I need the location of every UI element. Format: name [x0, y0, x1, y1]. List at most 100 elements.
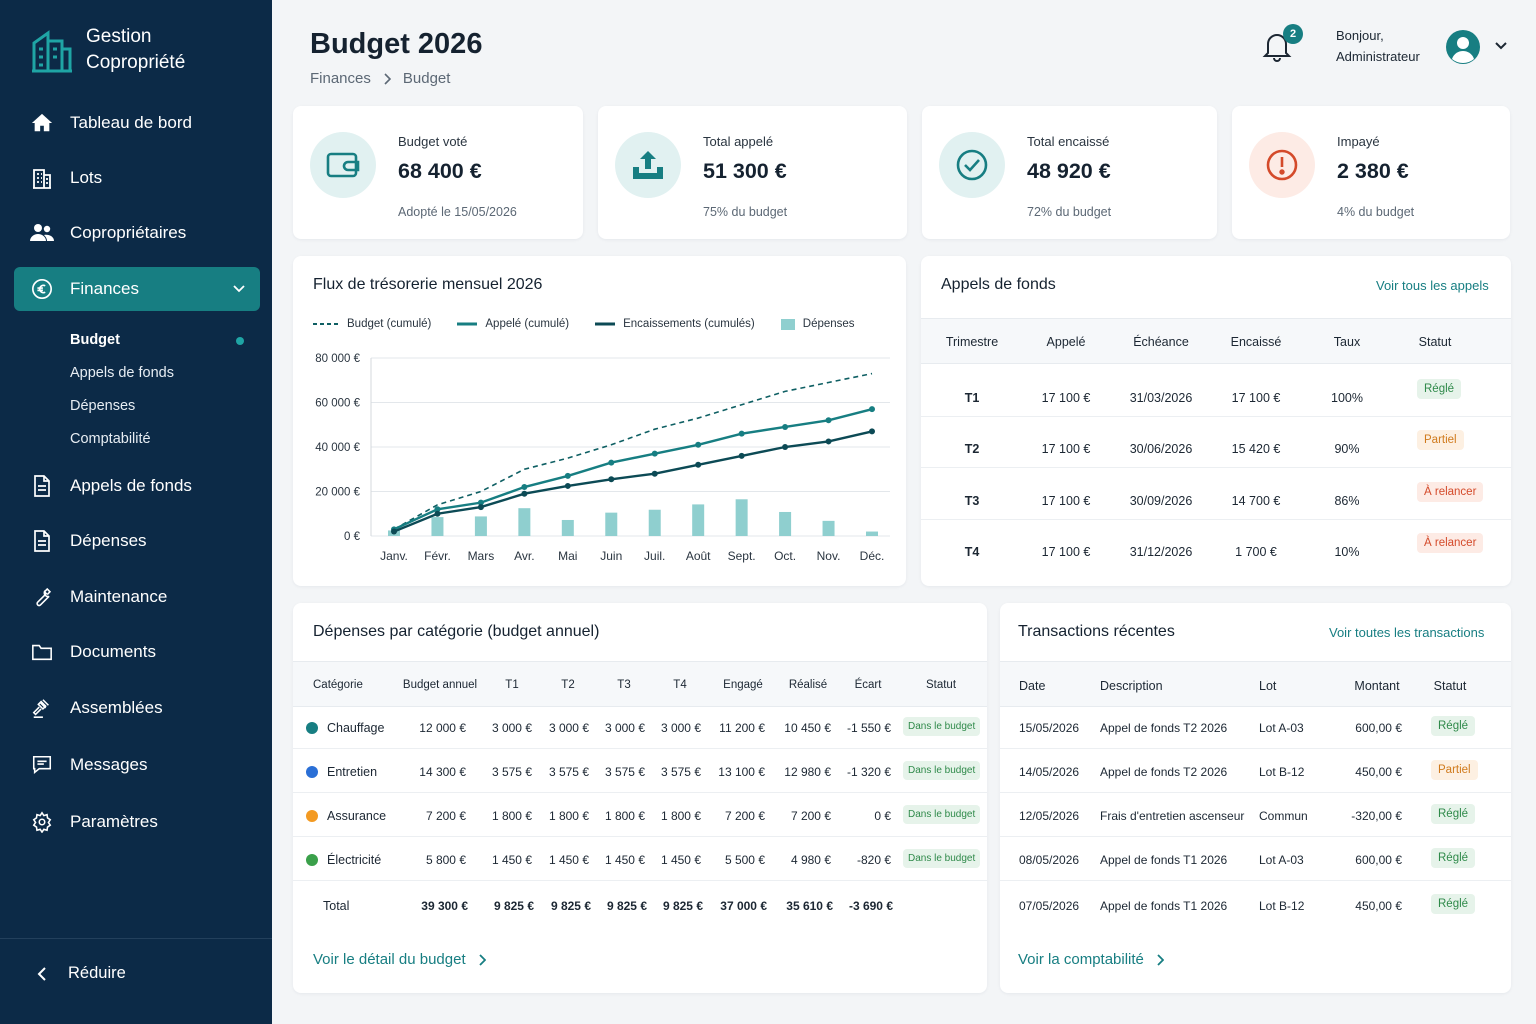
- line-budget: [393, 372, 873, 531]
- sidebar-item-label: Appels de fonds: [70, 476, 192, 495]
- kpi-card-impaye: Impayé 2 380 € 4% du budget: [1232, 106, 1510, 239]
- chevron-right-icon: [478, 953, 486, 966]
- status-badge: Dans le budget: [903, 717, 981, 736]
- wrench-icon: [36, 587, 52, 607]
- voir-detail-budget-link[interactable]: Voir le détail du budget: [313, 951, 486, 968]
- row-divider: [293, 836, 987, 837]
- kpi-label: Impayé: [1337, 134, 1380, 149]
- point-encaissements: [825, 438, 832, 445]
- sidebar-item-messages[interactable]: Messages: [14, 743, 260, 787]
- x-tick-label: Janv.: [380, 549, 408, 563]
- category-color-dot: [306, 854, 318, 866]
- x-tick-label: Juin: [600, 549, 622, 563]
- legend-item-appele: Appelé (cumulé): [457, 318, 570, 330]
- active-indicator-dot: [236, 337, 244, 345]
- sidebar-sub-depenses[interactable]: Dépenses: [70, 398, 136, 414]
- sidebar-item-label: Copropriétaires: [70, 223, 187, 242]
- sidebar-sub-comptabilite[interactable]: Comptabilité: [70, 431, 151, 447]
- depenses-total-realise: 35 610 €: [786, 899, 833, 913]
- transactions-cell-description[interactable]: Appel de fonds T2 2026: [1100, 765, 1228, 779]
- status-badge: Réglé: [1431, 804, 1476, 824]
- sidebar-item-maintenance[interactable]: Maintenance: [14, 575, 260, 619]
- voir-tous-appels-link[interactable]: Voir tous les appels: [1376, 278, 1489, 293]
- depenses-cell-t1: 3 575 €: [491, 765, 532, 779]
- sidebar-item-lots[interactable]: Lots: [14, 156, 260, 200]
- transactions-cell-date: 08/05/2026: [1019, 853, 1080, 867]
- kpi-subtext: 75% du budget: [703, 205, 788, 219]
- depenses-cell-engage: 5 500 €: [724, 853, 765, 867]
- kpi-value: 68 400 €: [398, 159, 482, 183]
- chevron-down-icon: [233, 285, 245, 293]
- sidebar-item-label: Finances: [70, 279, 139, 298]
- depenses-total-t3: 9 825 €: [606, 899, 647, 913]
- status-badge: Dans le budget: [903, 849, 981, 868]
- sidebar-item-coproprietaires[interactable]: Copropriétaires: [14, 211, 260, 255]
- depenses-cell-t3: 1 800 €: [604, 809, 645, 823]
- depenses-cell-t2: 3 000 €: [548, 721, 589, 735]
- depenses-cell-realise: 7 200 €: [790, 809, 831, 823]
- breadcrumb-finances[interactable]: Finances: [310, 70, 371, 87]
- bar-depenses: [561, 519, 574, 536]
- sidebar-item-finances[interactable]: Finances: [14, 267, 260, 311]
- x-tick-label: Nov.: [817, 549, 841, 563]
- sidebar-item-appels-de-fonds[interactable]: Appels de fonds: [14, 464, 260, 508]
- chevron-down-icon[interactable]: [1494, 41, 1508, 51]
- depenses-cell-engage: 7 200 €: [724, 809, 765, 823]
- avatar[interactable]: [1446, 30, 1480, 64]
- depenses-cell-categorie: Électricité: [327, 853, 382, 867]
- voir-toutes-transactions-link[interactable]: Voir toutes les transactions: [1329, 625, 1485, 640]
- transactions-cell-description[interactable]: Frais d'entretien ascenseur: [1100, 809, 1245, 823]
- point-encaissements: [564, 482, 571, 489]
- x-tick-label: Juil.: [644, 549, 665, 563]
- depenses-title: Dépenses par catégorie (budget annuel): [313, 623, 600, 640]
- appels-cell-trimestre: T3: [964, 494, 980, 508]
- sidebar-item-label: Tableau de bord: [70, 113, 192, 132]
- depenses-cell-t4: 1 800 €: [660, 809, 701, 823]
- appels-cell-echeance: 31/03/2026: [1129, 391, 1193, 405]
- transactions-cell-description[interactable]: Appel de fonds T1 2026: [1100, 899, 1228, 913]
- sidebar-item-label: Dépenses: [70, 531, 147, 550]
- transactions-cell-description[interactable]: Appel de fonds T1 2026: [1100, 853, 1228, 867]
- kpi-card-budget-vote: Budget voté 68 400 € Adopté le 15/05/202…: [293, 106, 583, 239]
- app-logo[interactable]: Gestion Copropriété: [30, 24, 185, 76]
- point-encaissements: [608, 476, 615, 483]
- transactions-cell-lot: Lot B-12: [1259, 765, 1305, 779]
- transactions-cell-description[interactable]: Appel de fonds T2 2026: [1100, 721, 1228, 735]
- appels-cell-appele: 17 100 €: [1041, 494, 1091, 508]
- point-encaissements: [391, 528, 397, 535]
- transactions-cell-date: 14/05/2026: [1019, 765, 1080, 779]
- appels-cell-echeance: 30/06/2026: [1129, 442, 1193, 456]
- transactions-cell-date: 15/05/2026: [1019, 721, 1080, 735]
- point-appele: [782, 423, 789, 430]
- depenses-cell-budget: 5 800 €: [425, 853, 466, 867]
- x-tick-label: Sept.: [728, 549, 756, 563]
- transactions-cell-lot: Lot A-03: [1259, 853, 1304, 867]
- point-encaissements: [521, 490, 528, 497]
- bell-icon[interactable]: [1262, 30, 1292, 62]
- depenses-cell-realise: 10 450 €: [784, 721, 831, 735]
- sidebar-item-label: Assemblées: [70, 698, 163, 717]
- sidebar-item-parametres[interactable]: Paramètres: [14, 800, 260, 844]
- point-encaissements: [695, 461, 702, 468]
- y-tick-label: 20 000 €: [315, 487, 360, 499]
- sidebar-divider: [0, 938, 272, 939]
- depenses-cell-categorie: Chauffage: [327, 721, 385, 735]
- point-appele: [738, 430, 745, 437]
- sidebar-sub-budget[interactable]: Budget: [70, 332, 120, 348]
- chevron-left-icon: [37, 966, 46, 981]
- point-encaissements: [869, 428, 875, 435]
- bar-depenses: [518, 508, 531, 536]
- sidebar-item-documents[interactable]: Documents: [14, 630, 260, 674]
- collapse-sidebar-button[interactable]: Réduire: [36, 964, 126, 983]
- building-icon: [33, 169, 51, 189]
- row-divider: [921, 416, 1511, 417]
- breadcrumb-budget: Budget: [402, 70, 451, 87]
- transactions-card: Transactions récentes Voir toutes les tr…: [1000, 603, 1511, 993]
- sidebar-sub-appels-de-fonds[interactable]: Appels de fonds: [70, 365, 174, 381]
- document-icon: [34, 530, 50, 552]
- sidebar-item-assemblees[interactable]: Assemblées: [14, 686, 260, 730]
- sidebar-item-depenses[interactable]: Dépenses: [14, 519, 260, 563]
- voir-comptabilite-link[interactable]: Voir la comptabilité: [1018, 951, 1164, 968]
- depenses-cell-categorie: Entretien: [327, 765, 378, 779]
- sidebar-item-tableau-de-bord[interactable]: Tableau de bord: [14, 101, 260, 145]
